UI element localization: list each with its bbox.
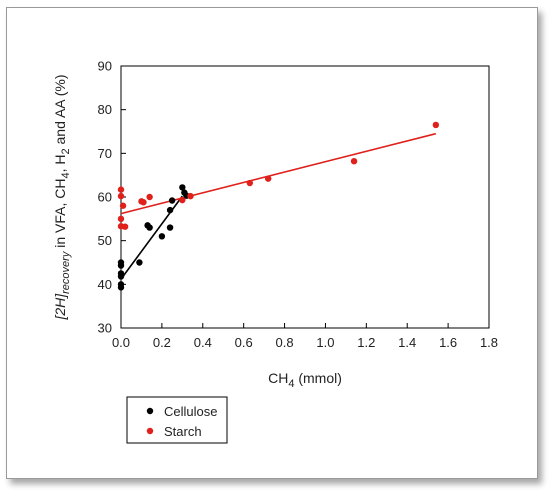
legend-marker-starch <box>146 427 154 435</box>
point-starch <box>432 121 440 129</box>
x-tick-label: 1.6 <box>439 335 457 350</box>
point-starch <box>179 196 186 204</box>
figure-frame <box>6 7 538 479</box>
data-points <box>117 121 440 291</box>
legend-box <box>126 396 228 444</box>
trend-line-starch <box>120 132 437 215</box>
point-cellulose <box>146 224 153 231</box>
point-cellulose <box>117 281 125 288</box>
x-tick-label: 0.0 <box>112 335 130 350</box>
x-tick-label: 0.4 <box>194 335 212 350</box>
legend-marker-cellulose <box>146 407 154 415</box>
point-starch <box>121 223 129 230</box>
point-starch <box>119 202 127 209</box>
x-axis-title: CH4 (mmol) <box>268 370 342 390</box>
x-tick-label: 0.8 <box>276 335 294 350</box>
point-starch <box>187 192 194 200</box>
point-cellulose <box>166 206 174 214</box>
point-cellulose <box>158 233 166 240</box>
point-cellulose <box>136 259 143 266</box>
point-starch <box>140 199 147 206</box>
point-cellulose <box>166 224 174 231</box>
point-starch <box>117 186 125 193</box>
x-tick-label: 1.4 <box>398 335 416 350</box>
point-starch <box>265 175 272 182</box>
point-cellulose <box>179 184 186 191</box>
point-starch <box>117 215 125 223</box>
point-starch <box>246 179 253 187</box>
y-tick-label: 50 <box>98 233 112 248</box>
legend: Cellulose Starch <box>126 396 228 444</box>
y-tick-label: 80 <box>98 102 112 117</box>
x-tick-label: 0.6 <box>235 335 253 350</box>
x-axis-ticks: 0.0 0.2 0.4 0.6 0.8 1.0 1.2 1.4 1.6 1.8 <box>112 323 498 350</box>
x-tick-label: 1.0 <box>316 335 334 350</box>
plot-area <box>120 65 490 329</box>
x-tick-label: 1.2 <box>357 335 375 350</box>
x-tick-label: 0.2 <box>153 335 171 350</box>
point-cellulose <box>117 259 125 266</box>
point-cellulose <box>117 270 125 277</box>
y-axis-title: [2H]recovery in VFA, CH4, H2 and AA (%) <box>52 74 72 320</box>
y-tick-label: 40 <box>98 277 112 292</box>
point-starch <box>117 192 125 200</box>
point-starch <box>146 193 153 201</box>
point-cellulose <box>168 197 176 204</box>
y-tick-label: 30 <box>98 321 112 336</box>
y-tick-label: 90 <box>98 59 112 74</box>
legend-label-starch: Starch <box>164 424 202 439</box>
point-starch <box>350 157 358 165</box>
trend-lines <box>120 132 437 280</box>
legend-label-cellulose: Cellulose <box>164 404 217 419</box>
trend-line-cellulose <box>120 195 183 280</box>
x-tick-label: 1.8 <box>480 335 498 350</box>
y-tick-label: 70 <box>98 146 112 161</box>
y-tick-label: 60 <box>98 190 112 205</box>
